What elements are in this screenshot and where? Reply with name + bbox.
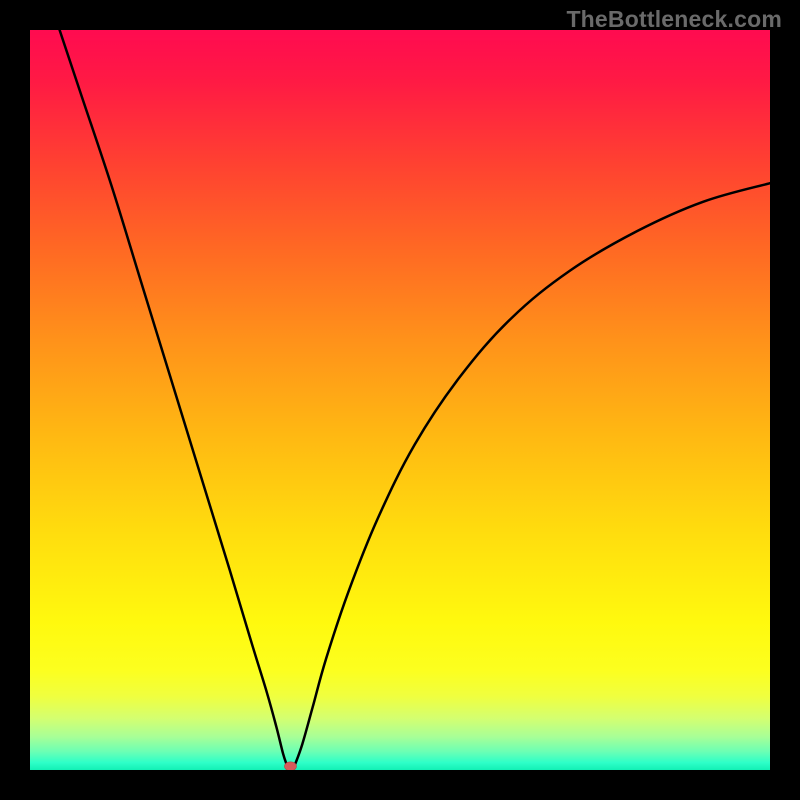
bottleneck-curve xyxy=(60,30,770,765)
chart-plot-area xyxy=(30,30,770,770)
minimum-marker xyxy=(284,762,296,770)
chart-curve-layer xyxy=(30,30,770,770)
watermark-text: TheBottleneck.com xyxy=(566,6,782,33)
